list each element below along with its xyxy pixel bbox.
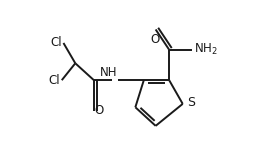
- Text: O: O: [150, 33, 160, 46]
- Text: NH$_2$: NH$_2$: [194, 42, 218, 57]
- Text: S: S: [187, 96, 195, 109]
- Text: O: O: [95, 104, 104, 117]
- Text: Cl: Cl: [50, 36, 62, 49]
- Text: NH: NH: [100, 66, 118, 79]
- Text: Cl: Cl: [48, 74, 60, 87]
